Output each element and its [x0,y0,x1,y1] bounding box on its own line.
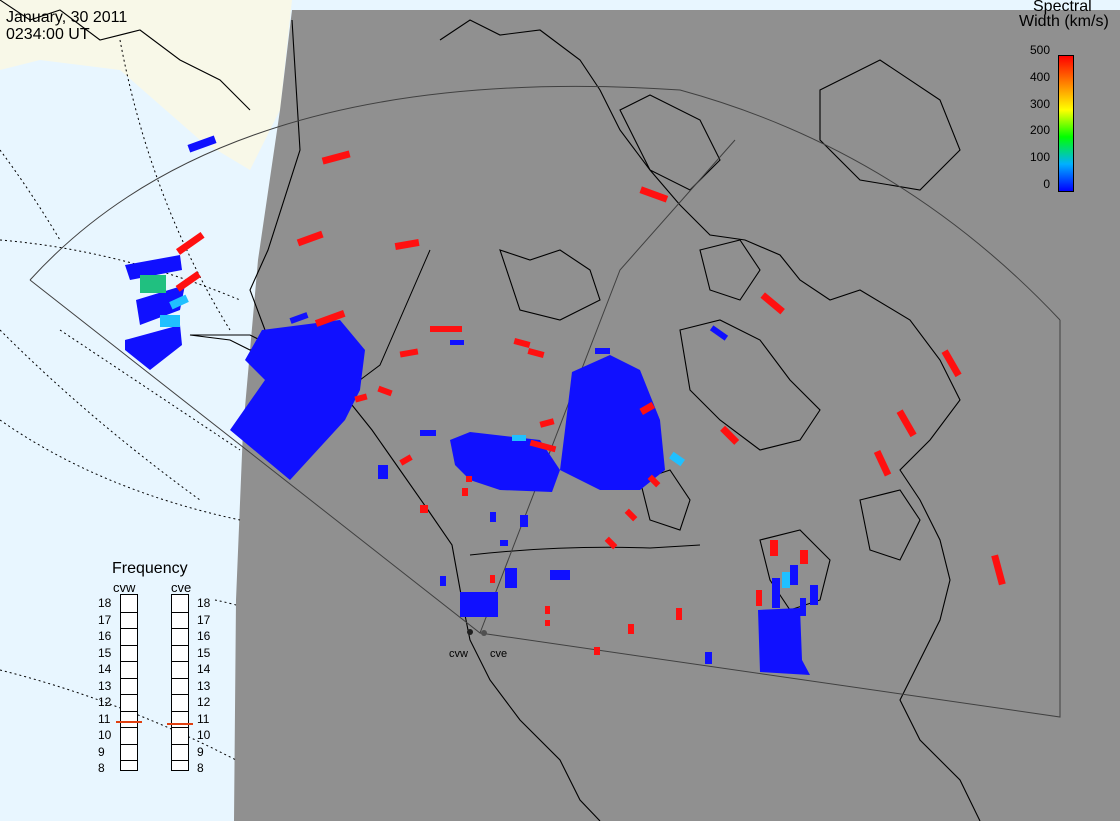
scatter-high-width [175,150,1006,655]
frequency-scale-label: 15 [197,645,211,660]
frequency-scale-label: 14 [98,662,112,677]
frequency-gridline [121,644,137,646]
frequency-gridline [172,760,188,762]
colorbar-tick: 500 [1029,43,1050,57]
frequency-scale-label: 13 [197,678,211,693]
frequency-scale-label: 13 [98,678,112,693]
frequency-scale-label: 10 [197,728,211,743]
coastlines [0,0,981,821]
frequency-gridline [172,727,188,729]
radar-label-cvw: cvw [449,648,468,660]
frequency-gridline [172,611,188,613]
frequency-gridline [121,727,137,729]
frequency-gridline [172,677,188,679]
colorbar-title-line1: Spectral [1033,0,1092,15]
frequency-gridline [172,628,188,630]
night-shade [234,10,1120,821]
political-borders [359,249,701,556]
colorbar-tick: 0 [1043,177,1050,191]
frequency-gridline [172,710,188,712]
plot-time: 0234:00 UT [6,26,90,43]
frequency-gridline [121,677,137,679]
frequency-title: Frequency [112,560,188,577]
frequency-gridline [121,661,137,663]
frequency-gridline [121,760,137,762]
frequency-scale-label: 10 [98,728,112,743]
frequency-scale-label: 12 [197,695,211,710]
colorbar-tick: 200 [1029,123,1050,138]
frequency-column-cvw [120,594,138,771]
radar-fov [29,85,1061,718]
frequency-scale-label: 8 [98,761,105,776]
colorbar-tick: 400 [1029,69,1050,84]
spectral-width-colorbar [1058,55,1074,192]
frequency-column-cve [171,594,189,771]
plot-date: January, 30 2011 [6,9,128,26]
frequency-gridline [172,694,188,696]
radar-site-marker-cve [481,630,487,636]
colorbar-title-line2: Width (km/s) [1019,13,1109,30]
frequency-gridline [121,694,137,696]
radar-site-marker-cvw [467,629,473,635]
scatter-mid-width [140,275,790,588]
frequency-scale-label: 18 [98,596,112,610]
frequency-scale-label: 17 [98,612,112,627]
frequency-label-cvw: cvw [113,580,136,595]
daylight-land [0,0,292,170]
frequency-gridline [121,611,137,613]
frequency-gridline [172,743,188,745]
radar-label-cve: cve [490,648,508,660]
frequency-scale-label: 11 [98,711,111,726]
frequency-marker-cvw [116,720,142,723]
frequency-scale-label: 18 [197,596,211,610]
frequency-scale-label: 15 [98,645,112,660]
frequency-scale-label: 17 [197,612,211,627]
frequency-gridline [121,710,137,712]
frequency-gridline [121,743,137,745]
colorbar-tick: 300 [1029,96,1050,111]
frequency-scale-label: 9 [197,744,204,759]
frequency-label-cve: cve [171,580,192,595]
frequency-scale-label: 9 [98,744,105,759]
frequency-gridline [121,628,137,630]
day-grid [0,39,241,761]
frequency-scale-label: 11 [197,711,210,726]
frequency-scale-label: 16 [197,629,211,644]
frequency-scale-label: 12 [98,695,112,710]
frequency-scale-label: 16 [98,629,112,644]
frequency-scale-label: 14 [197,662,211,677]
frequency-gridline [172,661,188,663]
frequency-gridline [172,644,188,646]
frequency-marker-cve [167,722,193,725]
colorbar-tick: 100 [1029,150,1050,165]
scatter-low-width [125,135,818,675]
frequency-scale-label: 8 [197,761,204,776]
